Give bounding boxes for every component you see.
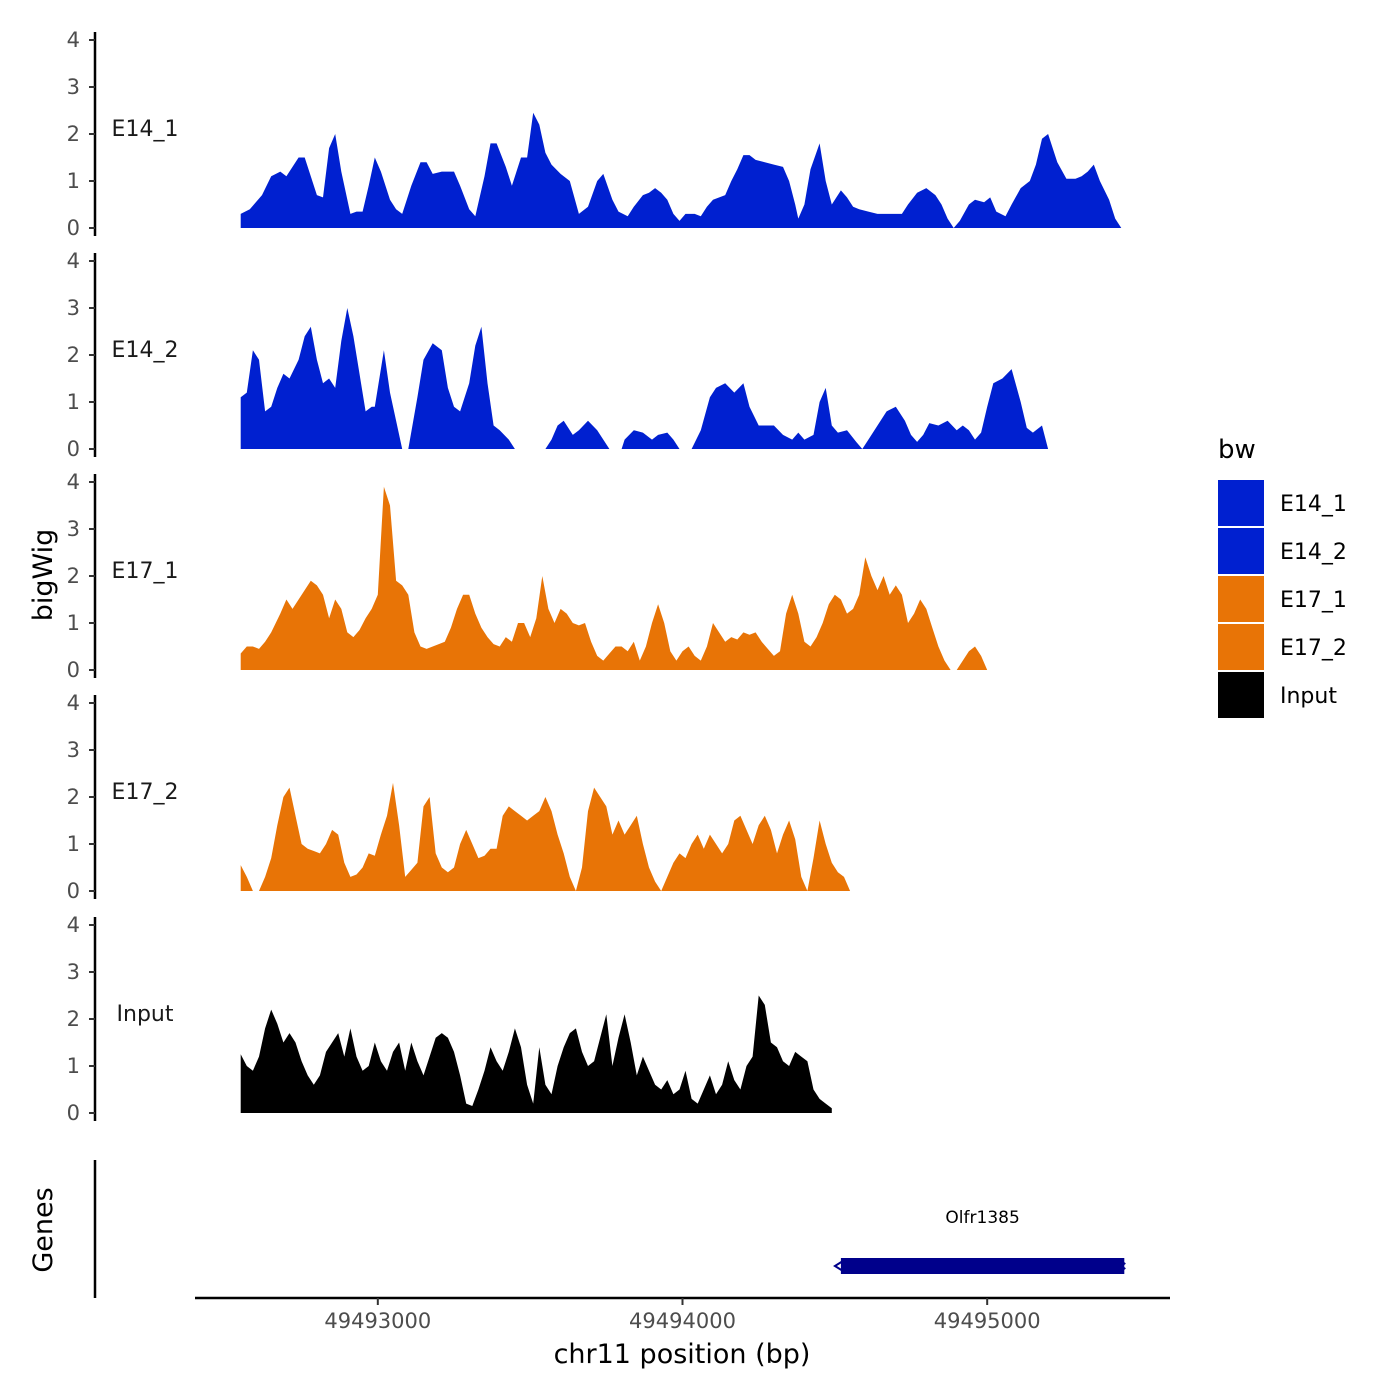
- y-tick-label-E17_1: 2: [67, 564, 80, 588]
- gene-panel-title: Genes: [28, 1187, 59, 1272]
- y-tick-label-E14_1: 2: [67, 122, 80, 146]
- y-tick-label-E17_1: 3: [67, 517, 80, 541]
- x-tick-label-1: 49494000: [629, 1309, 736, 1333]
- x-axis-title: chr11 position (bp): [554, 1339, 811, 1370]
- y-tick-label-Input: 3: [67, 960, 80, 984]
- y-tick-label-E14_1: 0: [67, 216, 80, 240]
- y-tick-label-E14_2: 4: [67, 249, 80, 273]
- x-tick-label-0: 49493000: [324, 1309, 431, 1333]
- track-panel-Input: 0 1 2 3 4 Input: [67, 913, 832, 1125]
- gene-group: Olfr1385: [833, 1208, 1126, 1274]
- y-tick-label-E14_1: 4: [67, 28, 80, 52]
- y-tick-label-Input: 1: [67, 1054, 80, 1078]
- track-label-E17_1: E17_1: [112, 559, 179, 584]
- track-label-E17_2: E17_2: [112, 780, 179, 805]
- track-panel-E14_2: 0 1 2 3 4 E14_2: [67, 249, 1049, 461]
- legend-label-E14_2: E14_2: [1280, 540, 1347, 565]
- gene-bar[interactable]: [840, 1258, 1125, 1274]
- y-tick-label-E17_1: 4: [67, 470, 80, 494]
- gene-label: Olfr1385: [945, 1208, 1019, 1228]
- x-tick-label-2: 49495000: [934, 1309, 1041, 1333]
- legend-label-E17_2: E17_2: [1280, 636, 1347, 661]
- signal-area-E17_1: [240, 486, 988, 670]
- y-tick-label-E17_2: 1: [67, 832, 80, 856]
- signal-area-E14_1: [240, 112, 1122, 228]
- track-panel-E14_1: 0 1 2 3 4 E14_1: [67, 28, 1122, 240]
- y-tick-label-E14_1: 3: [67, 75, 80, 99]
- legend-title: bw: [1218, 435, 1256, 465]
- y-tick-label-E17_1: 1: [67, 611, 80, 635]
- legend-label-Input: Input: [1280, 684, 1337, 709]
- y-tick-label-E17_1: 0: [67, 658, 80, 682]
- legend-swatch-E14_2: [1218, 528, 1264, 574]
- y-tick-label-E14_2: 3: [67, 296, 80, 320]
- y-tick-label-Input: 4: [67, 913, 80, 937]
- signal-area-Input: [240, 995, 832, 1113]
- legend-swatch-Input: [1218, 672, 1264, 718]
- track-panel-E17_2: 0 1 2 3 4 E17_2: [67, 691, 851, 903]
- track-label-E14_2: E14_2: [112, 338, 179, 363]
- tracks-group: 0 1 2 3 4 E14_1 0 1 2 3 4 E14_2 0 1 2 3 4 E17_1 0 1 2 3 4 E17_2…: [67, 28, 1122, 1125]
- track-label-E14_1: E14_1: [112, 117, 179, 142]
- signal-area-E17_2: [240, 782, 851, 891]
- legend-label-E17_1: E17_1: [1280, 588, 1347, 613]
- legend-label-E14_1: E14_1: [1280, 492, 1347, 517]
- legend-swatch-E14_1: [1218, 480, 1264, 526]
- y-tick-label-E14_2: 1: [67, 390, 80, 414]
- y-tick-label-E17_2: 0: [67, 879, 80, 903]
- y-tick-label-E17_2: 2: [67, 785, 80, 809]
- legend-swatch-E17_1: [1218, 576, 1264, 622]
- gene-strand-arrow-start: [833, 1260, 844, 1272]
- y-tick-label-E14_2: 0: [67, 437, 80, 461]
- y-tick-label-E17_2: 3: [67, 738, 80, 762]
- track-label-Input: Input: [117, 1002, 174, 1027]
- y-axis-title: bigWig: [28, 529, 59, 622]
- track-panel-E17_1: 0 1 2 3 4 E17_1: [67, 470, 988, 682]
- gene-strand-arrow-end: [1119, 1262, 1126, 1270]
- y-tick-label-E14_1: 1: [67, 169, 80, 193]
- legend-swatch-E17_2: [1218, 624, 1264, 670]
- signal-area-E14_2: [240, 308, 1049, 449]
- y-tick-label-E17_2: 4: [67, 691, 80, 715]
- legend: bw E14_1 E14_2 E17_1 E17_2 Input: [1218, 435, 1347, 718]
- y-tick-label-E14_2: 2: [67, 343, 80, 367]
- x-axis: 49493000 49494000 49495000: [195, 1296, 1170, 1333]
- y-tick-label-Input: 2: [67, 1007, 80, 1031]
- y-tick-label-Input: 0: [67, 1101, 80, 1125]
